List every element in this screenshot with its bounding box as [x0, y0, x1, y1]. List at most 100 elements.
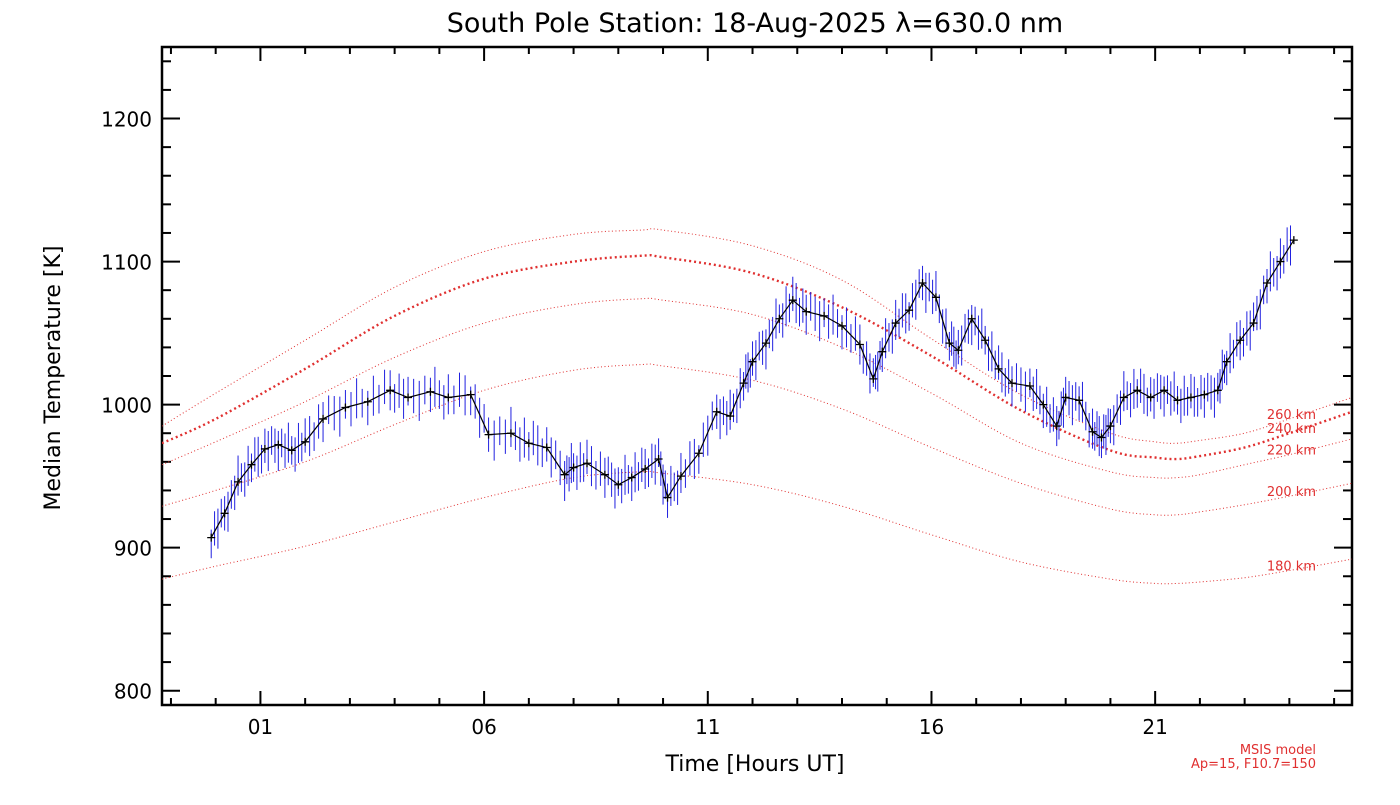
data-point [1088, 427, 1097, 436]
data-point [600, 470, 609, 479]
model-curve-200-km [162, 363, 1352, 516]
data-point [1200, 390, 1209, 399]
x-tick-label: 11 [695, 715, 720, 739]
data-point [247, 460, 256, 469]
model-curve-label: 240 km [1267, 422, 1316, 437]
data-point [663, 493, 672, 502]
data-point [694, 449, 703, 458]
model-note-line-1: MSIS model [1240, 743, 1316, 758]
data-point [869, 374, 878, 383]
data-point [1186, 393, 1195, 402]
model-curve-240-km [162, 254, 1352, 461]
data-point [967, 314, 976, 323]
y-axis-title: Median Temperature [K] [41, 246, 66, 511]
data-point [954, 346, 963, 355]
data-point [207, 533, 216, 542]
data-point [855, 340, 864, 349]
data-point [905, 306, 914, 315]
data-point [569, 463, 578, 472]
data-point [1146, 393, 1155, 402]
data-point [878, 347, 887, 356]
data-point [820, 311, 829, 320]
data-point [524, 439, 533, 448]
chart-title: South Pole Station: 18-Aug-2025 λ=630.0 … [447, 8, 1063, 39]
plot-frame [160, 45, 1354, 707]
data-point [484, 430, 493, 439]
data-point [748, 357, 757, 366]
data-point [654, 454, 663, 463]
data-point [981, 336, 990, 345]
data-point [274, 440, 283, 449]
data-point [918, 279, 927, 288]
data-point [931, 293, 940, 302]
data-point [1119, 393, 1128, 402]
data-point [1008, 379, 1016, 388]
model-curve-label: 260 km [1267, 408, 1316, 423]
data-point [506, 429, 515, 438]
data-point [560, 470, 569, 479]
data-point [1173, 396, 1182, 405]
data-point [788, 296, 797, 305]
data-point [1289, 236, 1298, 245]
data-point [891, 319, 900, 328]
data-point [838, 321, 846, 330]
data-point [1276, 257, 1285, 266]
model-curve-label: 220 km [1267, 444, 1316, 459]
data-point [1249, 319, 1258, 328]
data-point [1160, 386, 1169, 395]
data-point [287, 446, 296, 455]
data-point [1052, 422, 1061, 431]
data-point [1025, 382, 1034, 391]
data-point [627, 473, 636, 482]
data-line [210, 239, 1295, 538]
data-point [1213, 386, 1222, 395]
data-point [775, 314, 784, 323]
data-point [341, 403, 350, 412]
model-curve-220-km [162, 297, 1352, 479]
data-point [444, 393, 453, 402]
y-tick-label: 800 [114, 680, 152, 704]
x-tick-label: 21 [1142, 715, 1167, 739]
y-tick-label: 1100 [101, 251, 152, 275]
data-point [426, 387, 435, 396]
data-point [1061, 393, 1070, 402]
data-point [945, 339, 954, 348]
data-point [1106, 422, 1115, 431]
y-tick-label: 1000 [101, 394, 152, 418]
y-tick-label: 1200 [101, 108, 152, 132]
data-point [260, 444, 269, 453]
data-point [739, 379, 748, 388]
data-point [234, 477, 243, 486]
data-point [363, 397, 372, 406]
data-point [994, 364, 1003, 373]
y-tick-label: 900 [114, 537, 152, 561]
data-point [386, 386, 395, 395]
data-point [641, 464, 650, 473]
data-point [301, 437, 310, 446]
data-point [614, 480, 623, 489]
data-point [1133, 386, 1142, 395]
data-point [1236, 336, 1245, 345]
data-point [712, 407, 721, 416]
model-curve-180-km [162, 470, 1352, 585]
data-point [220, 509, 229, 518]
model-curve-label: 180 km [1267, 560, 1316, 575]
data-point [1075, 396, 1084, 405]
data-point [404, 393, 413, 402]
model-curve-260-km [162, 228, 1352, 444]
data-point [583, 459, 591, 468]
x-axis-title: Time [Hours UT] [665, 752, 845, 777]
data-point [542, 443, 551, 452]
model-curve-label: 200 km [1267, 485, 1316, 500]
data-point [802, 307, 811, 316]
model-note-line-2: Ap=15, F10.7=150 [1191, 757, 1316, 772]
data-point [726, 412, 735, 421]
data-point [1097, 433, 1106, 442]
data-point [1222, 357, 1231, 366]
x-tick-label: 06 [471, 715, 496, 739]
data-point [1263, 279, 1271, 288]
data-point [1039, 400, 1048, 409]
